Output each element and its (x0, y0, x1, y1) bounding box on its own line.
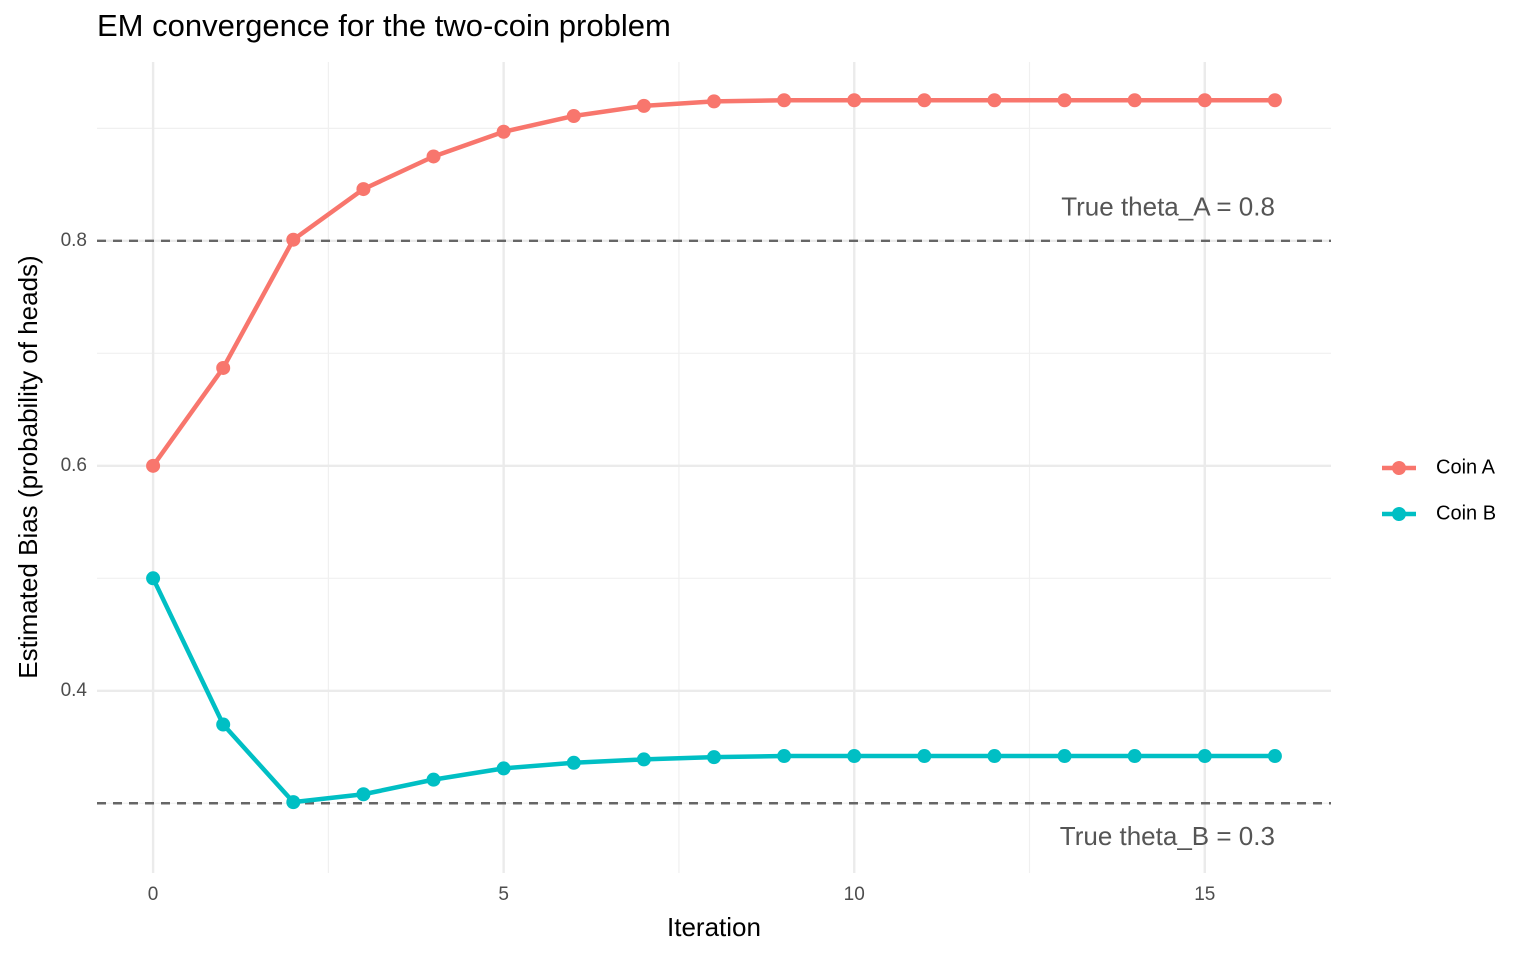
data-point (216, 360, 231, 375)
reference-label: True theta_B = 0.3 (1060, 821, 1275, 851)
y-tick-label: 0.4 (61, 680, 88, 701)
data-point (777, 749, 792, 764)
legend-label: Coin A (1436, 456, 1496, 478)
data-point (356, 182, 371, 197)
data-point (1197, 93, 1212, 108)
y-tick-label: 0.6 (61, 455, 87, 476)
data-point (286, 795, 301, 810)
data-point (566, 755, 581, 770)
data-point (707, 750, 721, 765)
x-tick-label: 0 (148, 884, 159, 905)
x-tick-label: 5 (498, 884, 509, 905)
data-point (1127, 93, 1142, 108)
data-point (1057, 749, 1072, 764)
data-point (1057, 93, 1072, 108)
legend-key-point (1392, 461, 1406, 475)
data-point (636, 98, 651, 113)
data-point (987, 93, 1002, 108)
y-axis-label: Estimated Bias (probability of heads) (13, 255, 43, 678)
chart-title: EM convergence for the two-coin problem (97, 8, 671, 43)
data-point (1197, 749, 1212, 764)
series-line (151, 97, 1275, 468)
data-point (146, 571, 161, 586)
legend-key-point (1392, 507, 1406, 521)
data-point (146, 458, 161, 473)
data-point (566, 108, 581, 123)
data-point (496, 124, 511, 139)
data-point (1267, 749, 1282, 764)
x-tick-label: 10 (844, 884, 865, 905)
data-point (636, 752, 651, 767)
data-point (847, 93, 862, 108)
data-point (917, 749, 932, 764)
reference-label: True theta_A = 0.8 (1061, 192, 1275, 222)
data-point (356, 787, 371, 802)
data-point (917, 93, 932, 108)
data-point (847, 749, 862, 764)
data-point (1127, 749, 1142, 764)
data-point (496, 761, 511, 776)
x-axis-label: Iteration (667, 912, 761, 942)
data-point (1267, 93, 1282, 108)
x-tick-label: 15 (1194, 884, 1215, 905)
data-point (286, 232, 301, 247)
data-point (987, 749, 1002, 764)
y-tick-label: 0.8 (61, 230, 87, 251)
legend-label: Coin B (1436, 502, 1496, 524)
data-point (216, 717, 231, 732)
data-point (707, 94, 721, 109)
data-point (426, 772, 441, 787)
data-point (777, 93, 792, 108)
data-point (426, 149, 441, 164)
